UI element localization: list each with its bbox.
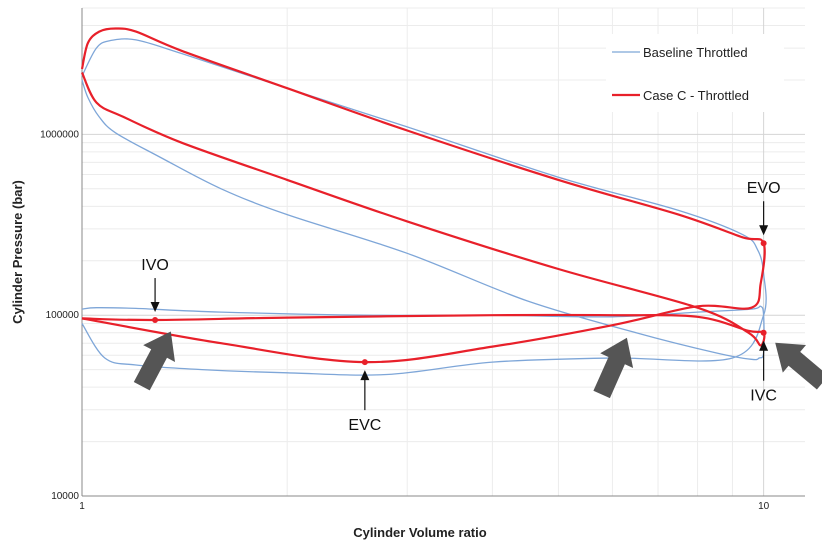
series-line-baseline	[81, 79, 765, 361]
annotation-arrowhead	[759, 225, 769, 236]
event-marker	[152, 317, 159, 324]
series-layer	[80, 27, 767, 376]
y-tick-label: 100000	[46, 310, 80, 321]
x-axis-title: Cylinder Volume ratio	[353, 525, 486, 540]
annotation-arrowhead	[360, 370, 370, 381]
series-line-case-c	[80, 27, 766, 364]
series-line-case-c	[80, 72, 766, 347]
legend-label: Case C - Throttled	[643, 88, 749, 103]
block-arrow	[775, 342, 822, 390]
block-arrows	[133, 331, 822, 399]
annotation-label: IVC	[750, 388, 777, 405]
legend-label: Baseline Throttled	[643, 45, 748, 60]
annotation-label: EVC	[348, 417, 381, 434]
annotation-layer: IVO EVC EVO IVC	[141, 180, 780, 434]
annotation-arrowhead	[759, 340, 769, 351]
y-tick-label: 10000	[51, 491, 79, 502]
x-tick-label: 10	[758, 501, 770, 512]
y-tick-labels: 10000 100000 1000000	[40, 129, 79, 502]
y-axis-title: Cylinder Pressure (bar)	[10, 180, 25, 324]
legend-box	[606, 34, 784, 112]
legend: Baseline Throttled Case C - Throttled	[606, 34, 784, 112]
block-arrow	[593, 337, 634, 399]
annotation-label: EVO	[747, 180, 781, 197]
annotation-arrowhead	[150, 302, 160, 313]
event-marker	[760, 240, 767, 247]
annotation-label: IVO	[141, 257, 169, 274]
x-tick-label: 1	[79, 501, 85, 512]
markers-layer	[152, 240, 767, 366]
y-tick-label: 1000000	[40, 129, 79, 140]
block-arrow	[133, 331, 175, 391]
event-marker	[760, 329, 767, 336]
event-marker	[361, 359, 368, 366]
series-line-baseline	[81, 38, 767, 376]
x-tick-labels: 1 10	[79, 501, 769, 512]
